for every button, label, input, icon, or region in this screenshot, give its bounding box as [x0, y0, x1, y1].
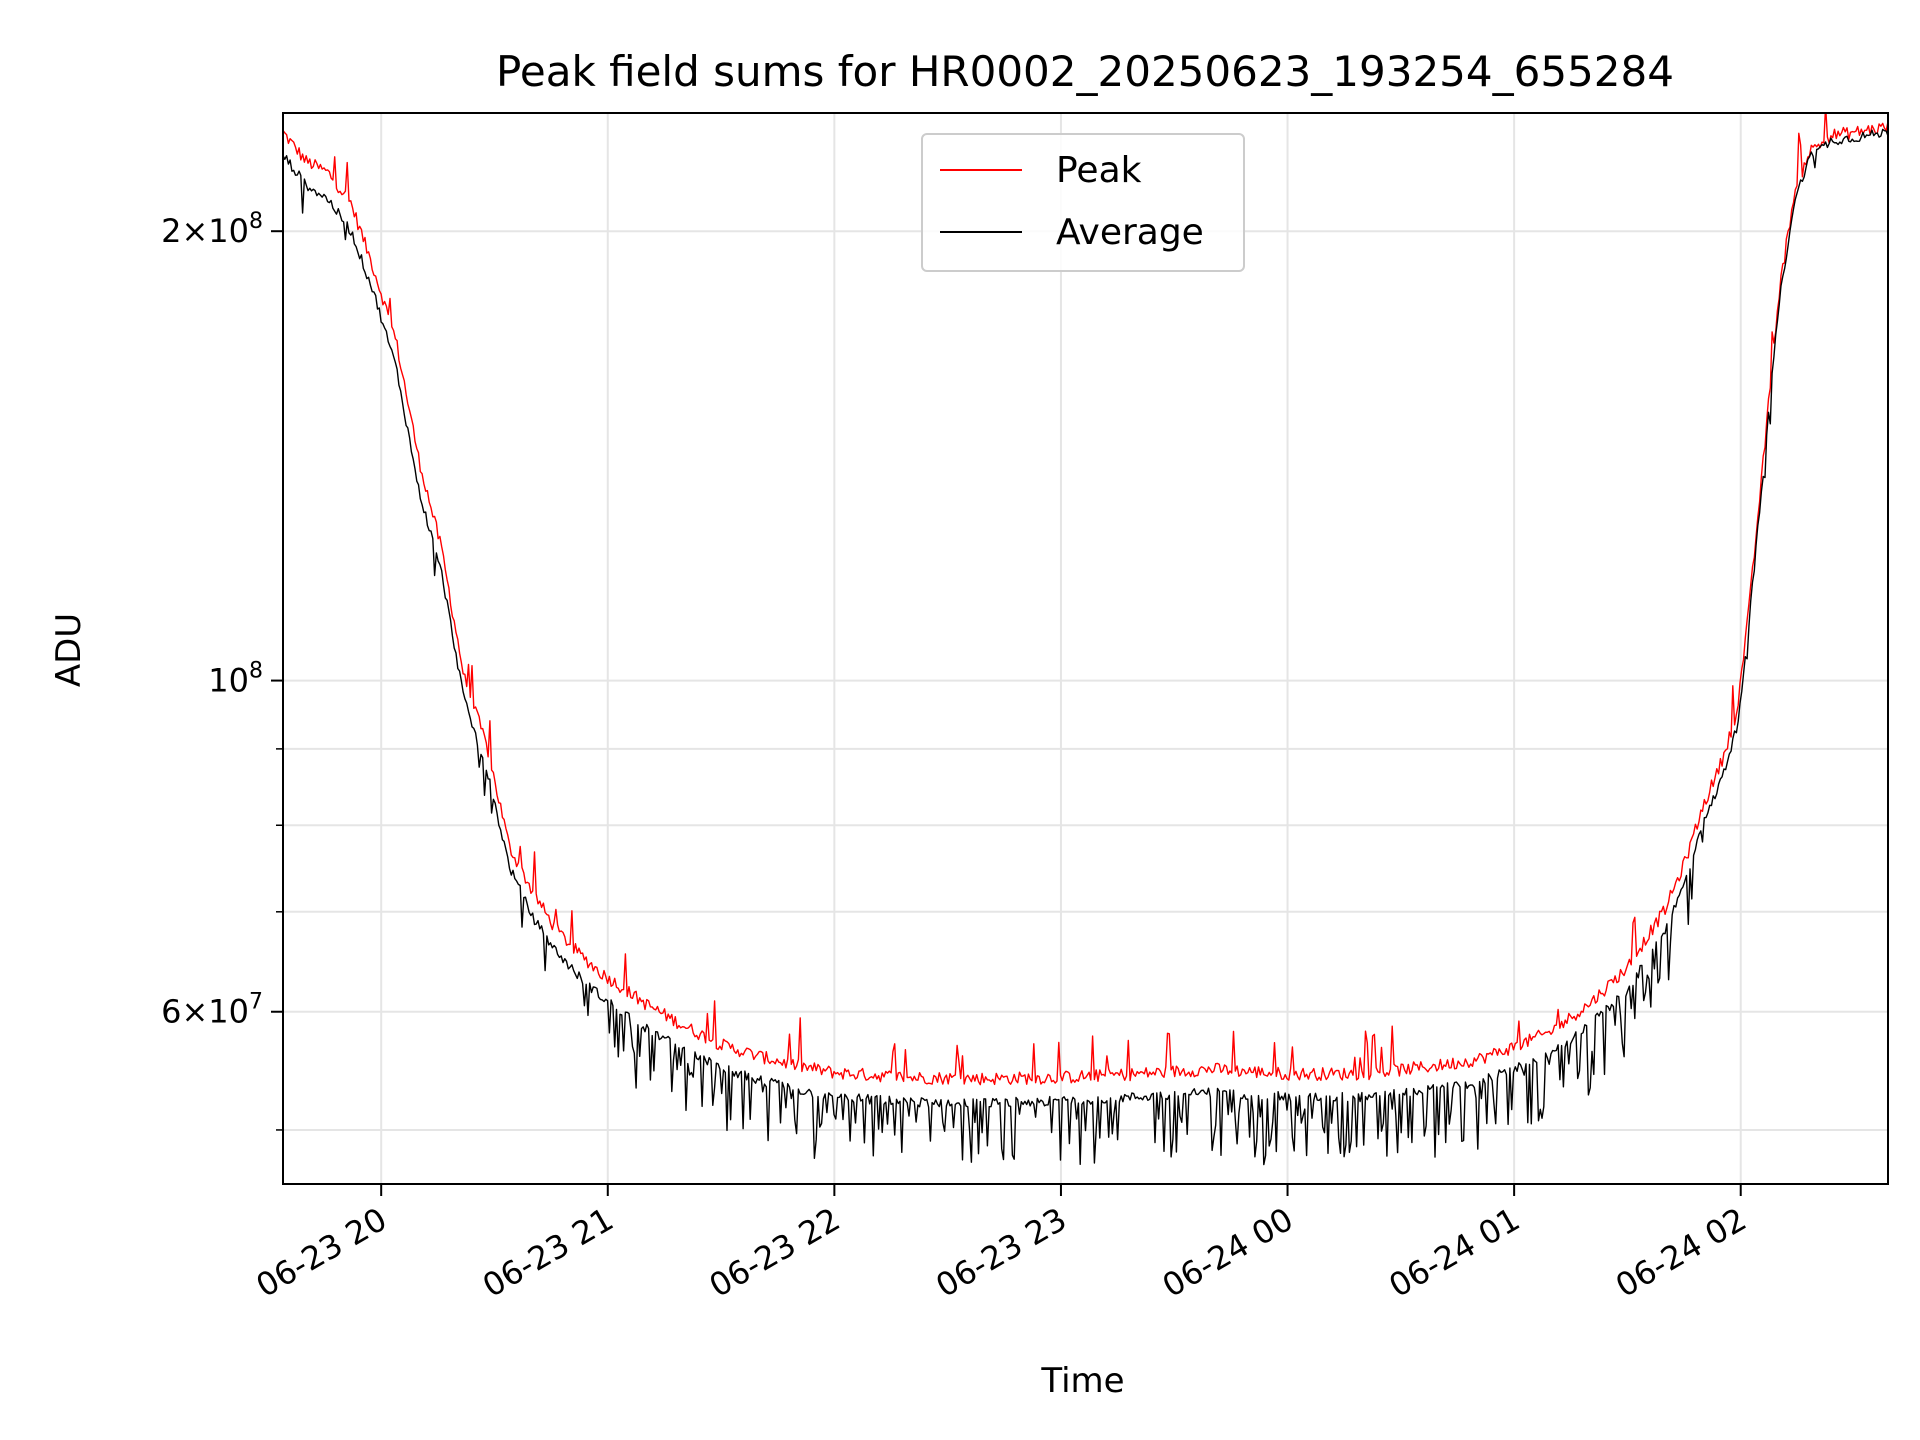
y-tick-label: 108 [208, 659, 263, 700]
series-line-average [283, 128, 1888, 1166]
y-axis: 6×107 108 2×108 [161, 209, 283, 1131]
plot-frame [282, 112, 1889, 1185]
series-line-peak [283, 113, 1888, 1086]
legend: Peak Average [921, 133, 1245, 272]
legend-label-average: Average [1056, 212, 1204, 253]
y-axis-title: ADU [49, 613, 89, 687]
y-tick-label: 6×107 [161, 990, 263, 1031]
x-axis-title: Time [1040, 1361, 1124, 1401]
chart-title: Peak field sums for HR0002_20250623_1932… [496, 47, 1674, 96]
y-tick-label: 2×108 [161, 209, 263, 250]
series-lines [283, 113, 1888, 1166]
legend-box [921, 133, 1245, 272]
legend-label-peak: Peak [1056, 150, 1142, 191]
